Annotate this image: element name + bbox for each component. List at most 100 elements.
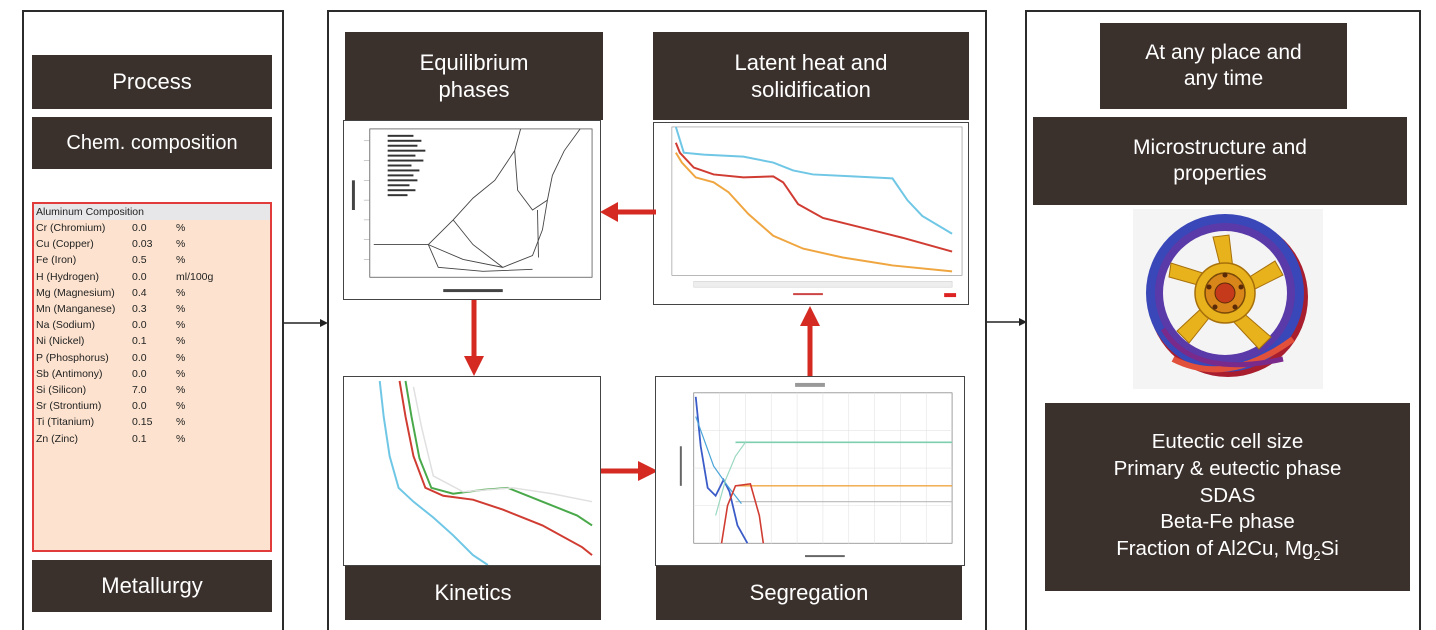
equilibrium-label-2: phases	[438, 77, 510, 102]
composition-element: Zn (Zinc)	[36, 432, 78, 445]
composition-row: Sr (Strontium) 0.0%	[34, 398, 270, 414]
equilibrium-phase-diagram	[343, 120, 601, 300]
composition-row: Zn (Zinc) 0.1%	[34, 430, 270, 446]
composition-unit: ml/100g	[176, 270, 214, 283]
composition-element: Ti (Titanium)	[36, 416, 95, 429]
composition-element: Fe (Iron)	[36, 254, 77, 267]
composition-unit: %	[176, 351, 186, 364]
composition-value: 0.0	[132, 367, 147, 380]
process-label: Process	[112, 69, 192, 95]
latent-heat-label-2: solidification	[751, 77, 871, 102]
property-fraction: Fraction of Al2Cu, Mg2Si	[1116, 536, 1339, 565]
composition-value: 0.15	[132, 416, 153, 429]
composition-row: Si (Silicon) 7.0%	[34, 382, 270, 398]
composition-unit: %	[176, 222, 186, 235]
composition-row: Fe (Iron) 0.5%	[34, 252, 270, 268]
latent-heat-chart	[653, 122, 969, 305]
equilibrium-label-1: Equilibrium	[419, 49, 529, 75]
microstructure-box: Microstructure and properties	[1033, 117, 1407, 205]
composition-element: Cu (Copper)	[36, 238, 94, 251]
composition-element: Sr (Strontium)	[36, 400, 102, 413]
microstructure-label-2: properties	[1173, 162, 1267, 185]
microstructure-label-1: Microstructure and	[1133, 135, 1307, 159]
arrow-latent-to-equilibrium	[600, 202, 656, 222]
composition-value: 0.0	[132, 400, 147, 413]
segregation-chart	[655, 376, 965, 566]
composition-row: Na (Sodium) 0.0%	[34, 317, 270, 333]
metallurgy-label: Metallurgy	[101, 573, 203, 599]
composition-row: Sb (Antimony) 0.0%	[34, 366, 270, 382]
composition-element: Ni (Nickel)	[36, 335, 85, 348]
composition-unit: %	[176, 319, 186, 332]
segregation-label: Segregation	[749, 580, 869, 606]
composition-value: 0.5	[132, 254, 147, 267]
composition-table: Aluminum Composition Cr (Chromium) 0.0% Cu…	[32, 202, 272, 552]
arrow-left-to-middle	[284, 319, 328, 327]
composition-unit: %	[176, 238, 186, 251]
composition-element: Cr (Chromium)	[36, 222, 106, 235]
any-place-box: At any place and any time	[1100, 23, 1347, 109]
composition-unit: %	[176, 400, 186, 413]
composition-unit: %	[176, 303, 186, 316]
property-primary-eutectic-phase: Primary & eutectic phase	[1113, 456, 1342, 480]
kinetics-box: Kinetics	[345, 566, 601, 620]
arrow-kinetics-to-segregation	[600, 461, 658, 481]
chem-composition-box: Chem. composition	[32, 117, 272, 169]
composition-value: 0.0	[132, 270, 147, 283]
composition-element: Mg (Magnesium)	[36, 286, 115, 299]
composition-unit: %	[176, 432, 186, 445]
property-fraction-subscript: 2	[1313, 547, 1321, 563]
composition-value: 0.1	[132, 432, 147, 445]
wheel-simulation-image	[1133, 209, 1323, 389]
any-place-label-1: At any place and	[1145, 40, 1302, 64]
arrow-middle-to-right	[987, 318, 1027, 326]
property-beta-fe-phase: Beta-Fe phase	[1160, 510, 1295, 534]
segregation-box: Segregation	[656, 566, 962, 620]
properties-box: Eutectic cell size Primary & eutectic ph…	[1045, 403, 1410, 591]
composition-unit: %	[176, 286, 186, 299]
composition-unit: %	[176, 335, 186, 348]
composition-table-title: Aluminum Composition	[34, 204, 270, 220]
composition-row: Ti (Titanium) 0.15%	[34, 414, 270, 430]
kinetics-chart	[343, 376, 601, 566]
composition-row: Cr (Chromium) 0.0%	[34, 220, 270, 236]
process-box: Process	[32, 55, 272, 109]
property-eutectic-cell-size: Eutectic cell size	[1151, 430, 1304, 454]
composition-element: Mn (Manganese)	[36, 303, 116, 316]
composition-value: 0.1	[132, 335, 147, 348]
composition-element: Sb (Antimony)	[36, 367, 103, 380]
composition-value: 0.4	[132, 286, 147, 299]
property-fraction-prefix: Fraction of Al2Cu, Mg	[1116, 536, 1314, 560]
composition-value: 0.0	[132, 319, 147, 332]
composition-element: H (Hydrogen)	[36, 270, 100, 283]
equilibrium-phases-box: Equilibrium phases	[345, 32, 603, 120]
any-place-label-2: any time	[1183, 67, 1264, 90]
metallurgy-box: Metallurgy	[32, 560, 272, 612]
composition-row: Ni (Nickel) 0.1%	[34, 333, 270, 349]
composition-value: 7.0	[132, 383, 147, 396]
composition-unit: %	[176, 367, 186, 380]
composition-value: 0.3	[132, 303, 147, 316]
composition-element: P (Phosphorus)	[36, 351, 109, 364]
composition-row: P (Phosphorus) 0.0%	[34, 350, 270, 366]
arrow-segregation-to-latent	[800, 306, 820, 378]
composition-value: 0.0	[132, 351, 147, 364]
composition-element: Si (Silicon)	[36, 383, 87, 396]
composition-element: Na (Sodium)	[36, 319, 95, 332]
property-sdas: SDAS	[1199, 483, 1256, 507]
composition-row: H (Hydrogen) 0.0 ml/100g	[34, 269, 270, 285]
composition-unit: %	[176, 383, 186, 396]
composition-unit: %	[176, 416, 186, 429]
latent-heat-box: Latent heat and solidification	[653, 32, 969, 120]
chem-composition-label: Chem. composition	[66, 131, 238, 154]
composition-row: Mn (Manganese) 0.3%	[34, 301, 270, 317]
kinetics-label: Kinetics	[434, 580, 512, 606]
latent-heat-label-1: Latent heat and	[734, 49, 888, 75]
composition-unit: %	[176, 254, 186, 267]
composition-row: Cu (Copper) 0.03%	[34, 236, 270, 252]
composition-value: 0.0	[132, 222, 147, 235]
composition-row: Mg (Magnesium) 0.4%	[34, 285, 270, 301]
arrow-equilibrium-to-kinetics	[464, 300, 484, 376]
composition-value: 0.03	[132, 238, 153, 251]
property-fraction-suffix: Si	[1320, 536, 1339, 560]
